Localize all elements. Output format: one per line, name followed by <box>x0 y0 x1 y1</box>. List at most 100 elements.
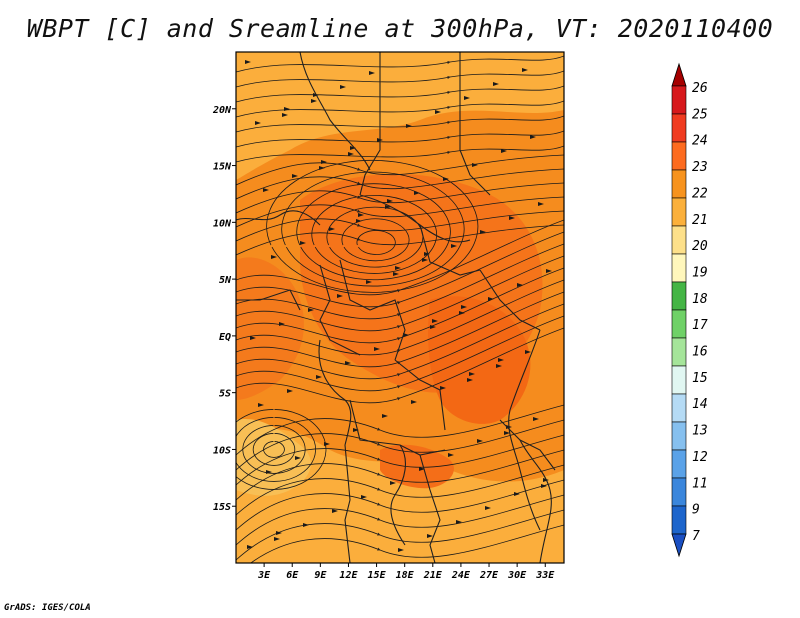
streamline-arrow <box>332 509 338 513</box>
streamline-arrow <box>274 537 280 541</box>
streamline <box>236 210 564 242</box>
streamline-arrow <box>266 470 272 474</box>
streamline <box>236 449 564 501</box>
streamline-arrow <box>258 403 264 407</box>
streamline-arrow <box>424 252 430 256</box>
streamline-arrow <box>255 121 261 125</box>
streamline-arrow <box>448 453 454 457</box>
colorbar-swatch <box>671 309 687 339</box>
streamline-arrow <box>501 149 507 153</box>
x-tick-label: 12E <box>339 570 358 581</box>
y-tick-label: EQ <box>219 332 231 343</box>
streamline <box>236 509 564 561</box>
x-tick-label: 24E <box>451 570 471 581</box>
streamline <box>263 441 285 458</box>
streamline-arrow <box>321 160 327 164</box>
map-frame <box>235 51 565 564</box>
streamline-arrow <box>485 506 491 510</box>
colorbar-label: 18 <box>692 292 708 307</box>
streamline <box>250 524 564 563</box>
streamline <box>236 70 564 88</box>
streamline <box>236 267 564 344</box>
colorbar-swatch <box>671 85 687 115</box>
colorbar-label: 15 <box>692 371 708 386</box>
colorbar-swatch <box>671 169 687 199</box>
field-region-north-light <box>236 52 564 180</box>
streamline-arrow <box>284 107 290 111</box>
streamline-arrow <box>530 135 536 139</box>
streamline-arrow <box>419 467 425 471</box>
streamline-arrow <box>311 99 317 103</box>
colorbar-label: 20 <box>692 239 708 254</box>
colorbar-label: 21 <box>692 213 708 228</box>
streamline-arrow <box>279 322 285 326</box>
colorbar-label: 16 <box>692 345 708 360</box>
x-axis: 3E 6E 9E 12E 15E 18E 21E 24E 27E 30E 33E <box>257 563 555 581</box>
colorbar-swatch <box>671 113 687 143</box>
x-tick-label: 6E <box>286 570 299 581</box>
streamline-arrow <box>472 163 478 167</box>
streamline <box>236 100 564 118</box>
streamline-arrow <box>488 297 494 301</box>
streamline-arrow <box>387 199 393 203</box>
streamline-arrow <box>443 177 449 181</box>
field-region-southeast-warm <box>380 444 454 489</box>
streamline-arrow <box>393 272 399 276</box>
y-tick-label: 5N <box>219 275 232 286</box>
x-tick-label: 3E <box>257 570 271 581</box>
map-field <box>236 52 564 563</box>
streamline <box>296 183 451 281</box>
streamline-arrow <box>538 202 544 206</box>
y-axis: 20N 15N 10N 5N EQ 5S 10S 15S <box>212 105 236 513</box>
streamline <box>236 224 564 256</box>
colorbar-swatch <box>671 393 687 423</box>
streamline-arrow <box>456 520 462 524</box>
streamline <box>236 494 564 546</box>
streamline <box>236 196 564 228</box>
grads-credit: GrADS: IGES/COLA <box>4 603 91 613</box>
colorbar-label: 24 <box>692 134 708 149</box>
streamline-arrow <box>250 336 256 340</box>
streamline-arrow <box>287 389 293 393</box>
field-region-south-light <box>236 429 564 563</box>
streamline-arrow <box>263 188 269 192</box>
x-tick-label: 18E <box>396 570 415 581</box>
colorbar-label: 9 <box>692 503 700 518</box>
streamline <box>236 315 564 392</box>
streamline-arrow <box>295 456 301 460</box>
colorbar-label: 26 <box>692 81 708 96</box>
streamline <box>236 154 564 186</box>
streamline-arrow <box>395 266 401 270</box>
streamline-arrow <box>319 166 325 170</box>
streamline-arrow <box>477 439 483 443</box>
streamline-arrow <box>467 378 473 382</box>
streamline-arrow <box>300 241 306 245</box>
streamline <box>341 218 410 262</box>
y-tick-label: 10N <box>213 218 232 229</box>
streamline-arrow <box>498 358 504 362</box>
streamline-arrow <box>329 227 335 231</box>
streamline-arrow <box>361 495 367 499</box>
streamline-arrow <box>316 375 322 379</box>
streamline-arrow <box>546 269 552 273</box>
streamline-arrow <box>435 110 441 114</box>
colorbar-label: 17 <box>692 318 708 333</box>
field-region-east-warm <box>428 296 531 424</box>
streamline <box>236 417 316 482</box>
streamline-arrow <box>525 350 531 354</box>
streamline-arrow <box>440 386 446 390</box>
streamline-arrow <box>324 442 330 446</box>
streamline-arrow <box>522 68 528 72</box>
streamline <box>236 219 564 296</box>
x-tick-label: 21E <box>423 570 443 581</box>
x-tick-label: 9E <box>314 570 327 581</box>
streamline-arrow <box>390 481 396 485</box>
colorbar-label: 23 <box>692 160 708 175</box>
streamline-arrow <box>406 124 412 128</box>
x-tick-label: 15E <box>368 570 387 581</box>
colorbar-top-triangle <box>671 62 687 87</box>
streamline-arrow <box>356 219 362 223</box>
streamline <box>236 231 564 308</box>
streamline <box>236 182 564 214</box>
colorbar-label: 12 <box>692 450 708 465</box>
